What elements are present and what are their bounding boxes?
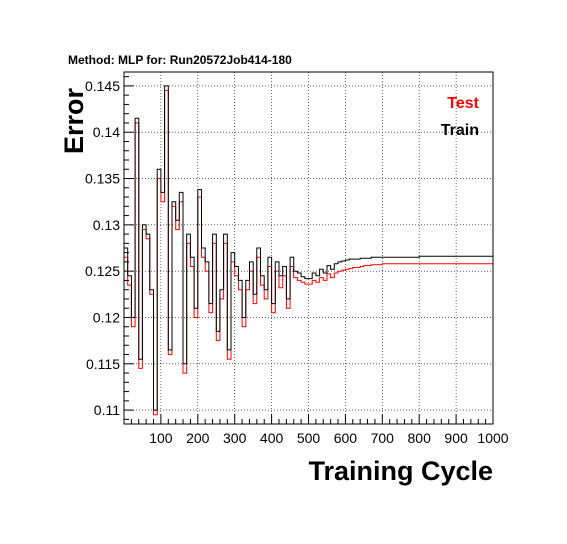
y-tick-label: 0.14 bbox=[93, 124, 120, 140]
y-tick-label: 0.13 bbox=[93, 217, 120, 233]
legend-entry-test: Test bbox=[447, 95, 479, 112]
y-tick-label: 0.125 bbox=[85, 263, 120, 279]
legend-entry-train: Train bbox=[441, 122, 479, 139]
y-axis-title: Error bbox=[59, 88, 89, 155]
series-line-train bbox=[124, 85, 493, 411]
chart-title: Method: MLP for: Run20572Job414-180 bbox=[68, 53, 292, 67]
x-tick-label: 700 bbox=[371, 430, 395, 446]
y-tick-label: 0.145 bbox=[85, 78, 120, 94]
series-layer bbox=[124, 85, 493, 416]
x-tick-label: 400 bbox=[260, 430, 284, 446]
legend: Test Train bbox=[441, 95, 480, 139]
y-tick-label: 0.11 bbox=[94, 402, 120, 418]
x-tick-label: 600 bbox=[334, 430, 358, 446]
x-tick-label: 200 bbox=[186, 430, 210, 446]
axis-ticks: 100 200 300 400 500 600 700 800 900 1000 0.11 0.115… bbox=[85, 76, 509, 446]
x-tick-label: 900 bbox=[444, 430, 468, 446]
y-tick-label: 0.115 bbox=[86, 356, 120, 372]
x-tick-label: 1000 bbox=[477, 430, 508, 446]
x-tick-label: 300 bbox=[223, 430, 247, 446]
x-axis-title: Training Cycle bbox=[308, 456, 493, 486]
x-tick-label: 500 bbox=[297, 430, 321, 446]
x-tick-label: 800 bbox=[408, 430, 432, 446]
x-tick-label: 100 bbox=[149, 430, 173, 446]
y-tick-label: 0.12 bbox=[93, 309, 120, 325]
y-tick-label: 0.135 bbox=[85, 171, 120, 187]
